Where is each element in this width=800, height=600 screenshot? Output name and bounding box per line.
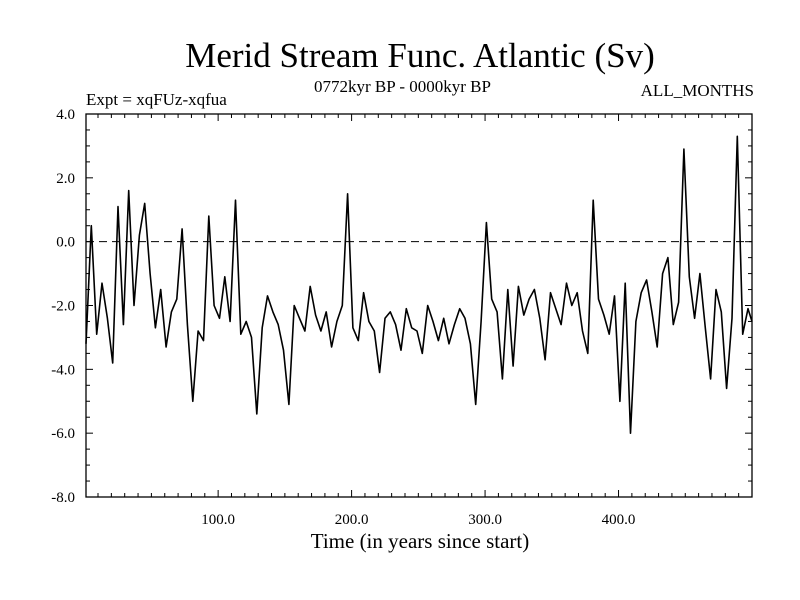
x-axis-label: Time (in years since start) bbox=[310, 529, 530, 553]
y-tick-label: -8.0 bbox=[51, 490, 75, 506]
chart-title: Merid Stream Func. Atlantic (Sv) bbox=[185, 36, 655, 75]
y-tick-label: 0.0 bbox=[56, 235, 75, 251]
series-line bbox=[85, 135, 753, 435]
time-range-label: 0772kyr BP - 0000kyr BP bbox=[314, 77, 491, 96]
y-tick-label: 4.0 bbox=[56, 107, 75, 123]
months-label: ALL_MONTHS bbox=[640, 81, 754, 100]
x-tick-label: 400.0 bbox=[602, 512, 636, 528]
plot-frame bbox=[85, 113, 753, 498]
y-tick-label: -2.0 bbox=[51, 299, 75, 315]
experiment-label: Expt = xqFUz-xqfua bbox=[86, 90, 227, 109]
x-tick-label: 100.0 bbox=[201, 512, 235, 528]
y-tick-label: -4.0 bbox=[51, 362, 75, 378]
x-tick-label: 300.0 bbox=[468, 512, 502, 528]
y-tick-label: 2.0 bbox=[56, 171, 75, 187]
y-tick-label: -6.0 bbox=[51, 426, 75, 442]
x-tick-label: 200.0 bbox=[335, 512, 369, 528]
